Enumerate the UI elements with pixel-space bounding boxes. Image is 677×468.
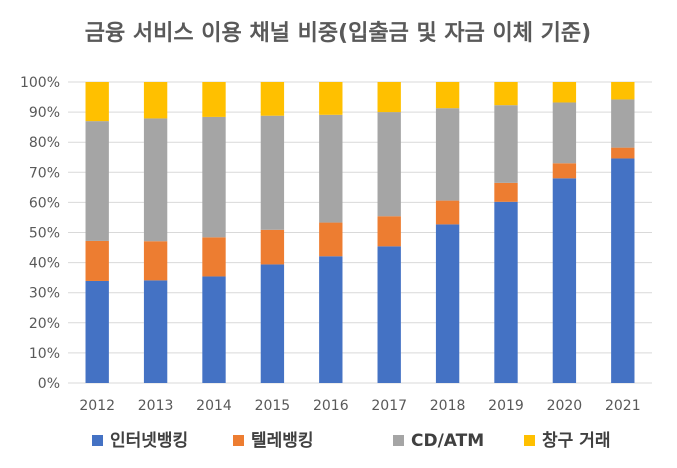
bars <box>85 82 635 383</box>
bar-segment <box>143 118 168 242</box>
y-tick-label: 60% <box>29 195 60 211</box>
y-tick-label: 90% <box>29 105 60 121</box>
bar-segment <box>85 121 109 241</box>
x-tick-label: 2015 <box>255 398 291 414</box>
bar-segment <box>552 102 577 164</box>
bar-segment <box>611 147 635 159</box>
bar-segment <box>319 114 343 223</box>
y-tick-label: 100% <box>20 75 60 91</box>
bar-segment <box>319 82 343 115</box>
bar-segment <box>611 82 635 100</box>
bar-segment <box>143 280 168 383</box>
bar-segment <box>494 82 518 106</box>
bar-segment <box>202 237 226 277</box>
bar-segment <box>435 200 460 225</box>
bar-segment <box>202 116 226 238</box>
bar-segment <box>377 246 401 383</box>
bar-segment <box>260 82 285 116</box>
legend-label: CD/ATM <box>411 431 484 451</box>
bar-segment <box>202 276 226 383</box>
bar-segment <box>85 240 109 281</box>
bar-segment <box>435 224 460 383</box>
y-tick-label: 10% <box>29 346 60 362</box>
bar-segment <box>552 163 577 179</box>
y-tick-label: 50% <box>29 226 60 242</box>
x-tick-label: 2013 <box>138 398 174 414</box>
y-tick-label: 0% <box>38 376 60 392</box>
legend-label: 텔레뱅킹 <box>251 431 314 451</box>
chart-title: 금융 서비스 이용 채널 비중(입출금 및 자금 이체 기준) <box>85 21 591 46</box>
y-tick-label: 20% <box>29 316 60 332</box>
bar-segment <box>319 256 343 383</box>
x-tick-label: 2019 <box>488 398 524 414</box>
legend-swatch <box>393 435 404 446</box>
y-tick-label: 70% <box>29 165 60 181</box>
bar-segment <box>377 82 401 113</box>
bar-segment <box>260 264 285 383</box>
bar-segment <box>611 158 635 383</box>
x-tick-label: 2016 <box>313 398 349 414</box>
bar-segment <box>319 222 343 257</box>
x-tick-label: 2012 <box>79 398 115 414</box>
x-tick-label: 2017 <box>371 398 407 414</box>
legend: 인터넷뱅킹 텔레뱅킹 CD/ATM 창구 거래 <box>92 431 610 451</box>
bar-segment <box>143 241 168 281</box>
bar-segment <box>377 216 401 247</box>
bar-segment <box>552 82 577 103</box>
bar-segment <box>85 280 109 383</box>
bar-segment <box>494 201 518 383</box>
bar-segment <box>260 229 285 265</box>
legend-swatch <box>92 435 103 446</box>
legend-swatch <box>524 435 535 446</box>
bar-segment <box>435 108 460 201</box>
y-tick-label: 40% <box>29 256 60 272</box>
bar-segment <box>494 105 518 183</box>
legend-label: 인터넷뱅킹 <box>110 431 188 451</box>
x-tick-label: 2020 <box>547 398 583 414</box>
x-axis-ticks: 2012 2013 2014 2015 2016 2017 2018 2019 2020 2021 <box>79 398 640 414</box>
x-tick-label: 2018 <box>430 398 466 414</box>
bar-segment <box>377 112 401 217</box>
y-axis-ticks: 0% 10% 20% 30% 40% 50% 60% 70% 80% 90% 100% <box>20 75 60 392</box>
bar-segment <box>494 182 518 202</box>
bar-segment <box>260 115 285 230</box>
bar-segment <box>202 82 226 117</box>
y-tick-label: 30% <box>29 286 60 302</box>
y-tick-label: 80% <box>29 135 60 151</box>
bar-segment <box>552 178 577 383</box>
bar-segment <box>611 99 635 148</box>
legend-swatch <box>233 435 244 446</box>
x-tick-label: 2021 <box>605 398 641 414</box>
legend-label: 창구 거래 <box>542 431 610 451</box>
bar-segment <box>143 82 168 119</box>
x-tick-label: 2014 <box>196 398 232 414</box>
bar-segment <box>435 82 460 109</box>
bar-segment <box>85 82 109 122</box>
